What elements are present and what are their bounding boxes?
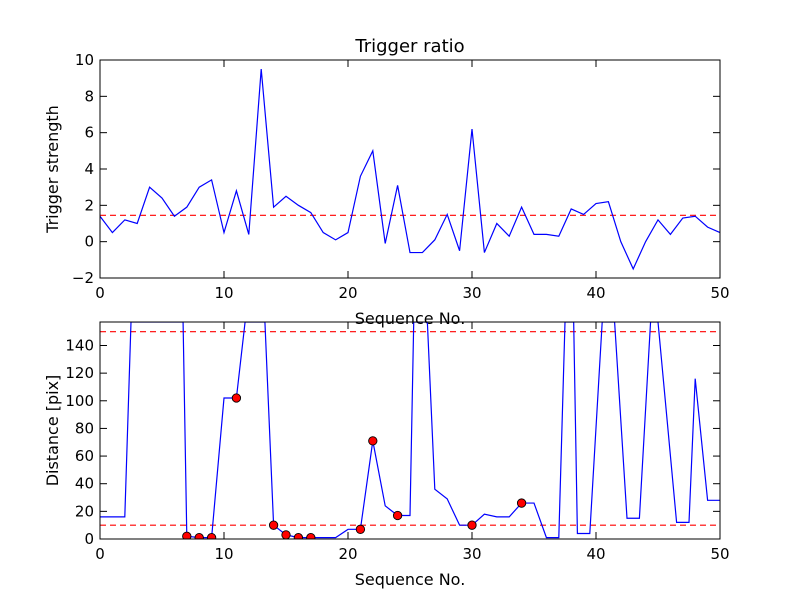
data-point [281, 530, 291, 539]
x-axis-label: Sequence No. [355, 309, 466, 328]
y-tick-label: 60 [75, 447, 94, 465]
x-tick-label: 40 [586, 545, 605, 563]
series-line [100, 322, 720, 539]
x-tick-label: 20 [338, 284, 357, 302]
data-point [231, 393, 242, 403]
axes-frame [99, 321, 721, 540]
y-tick-label: 140 [65, 336, 94, 354]
data-point [194, 532, 204, 539]
y-tick-label: 40 [75, 475, 94, 493]
distance-panel: 0 10 20 30 40 50 0 20 40 60 80 100 120 140 Sequence No… [43, 321, 730, 589]
y-tick-label: 80 [75, 419, 94, 437]
data-point [206, 532, 217, 539]
y-tick-label: 2 [84, 196, 94, 214]
y-axis-label: Distance [pix] [43, 375, 62, 487]
data-point [306, 532, 316, 539]
y-tick-label: 10 [75, 51, 94, 69]
x-axis-label: Sequence No. [355, 570, 466, 589]
y-tick-label: 0 [84, 233, 94, 251]
chart-title: Trigger ratio [354, 36, 464, 57]
x-tick-label: 0 [95, 545, 105, 563]
data-point [355, 524, 366, 534]
x-tick-label: 50 [710, 545, 729, 563]
x-tick-label: 50 [710, 284, 729, 302]
x-tick-label: 40 [586, 284, 605, 302]
data-point [182, 531, 192, 539]
y-axis-label: Trigger strength [43, 105, 62, 234]
data-point [293, 532, 304, 539]
y-tick-label: 4 [84, 160, 94, 178]
x-tick-label: 30 [462, 284, 481, 302]
y-tick-label: 8 [84, 87, 94, 105]
plot-area [100, 322, 720, 539]
y-tick-label: 0 [84, 530, 94, 548]
x-tick-label: 20 [338, 545, 357, 563]
data-point [392, 510, 403, 521]
y-tick-label: 120 [65, 364, 94, 382]
x-tick-label: 0 [95, 284, 105, 302]
x-tick-label: 10 [214, 545, 233, 563]
data-point [268, 520, 279, 530]
y-tick-label: 100 [65, 392, 94, 410]
x-tick-label: 10 [214, 284, 233, 302]
data-point [516, 498, 527, 508]
data-point [368, 436, 378, 446]
series-line [100, 69, 720, 271]
y-tick-label: −2 [72, 269, 94, 287]
y-tick-label: 6 [84, 124, 94, 142]
plot-area [100, 69, 720, 271]
x-tick-label: 30 [462, 545, 481, 563]
data-point [467, 520, 477, 530]
y-tick-label: 20 [75, 502, 94, 520]
